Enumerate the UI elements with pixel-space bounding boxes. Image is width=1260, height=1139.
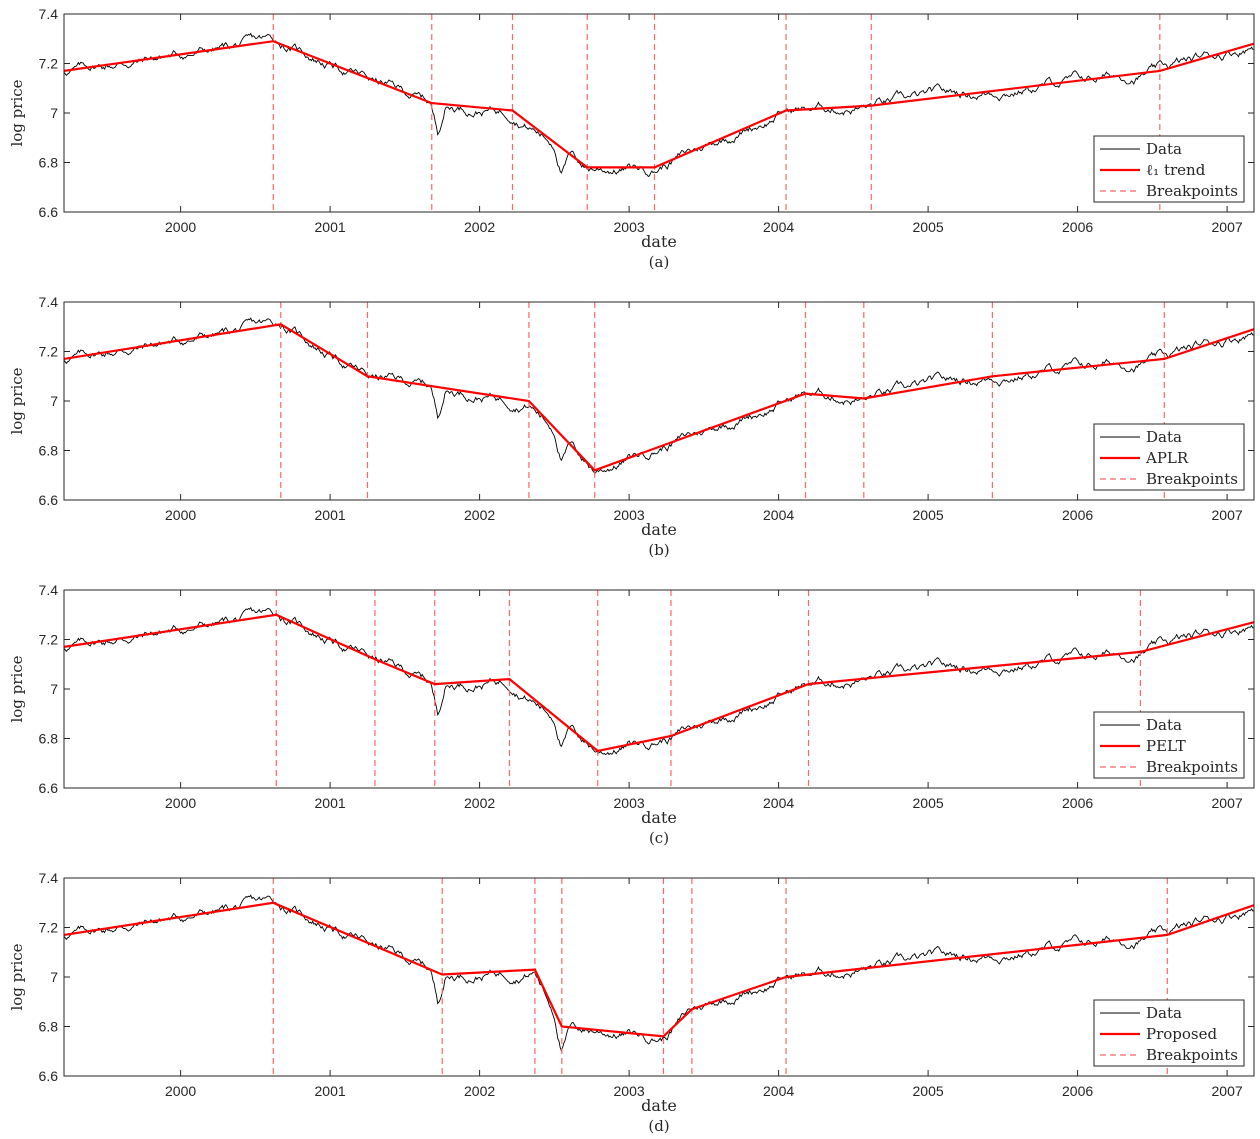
legend: Data APLR Breakpoints [1093, 423, 1245, 491]
legend: Data PELT Breakpoints [1093, 711, 1245, 779]
chart-panel-3: 6.6 6.8 7 7.2 7.4 2000 2001 2002 2003 2004 2005 200… [8, 582, 1255, 847]
x-tick-label: 2007 [1212, 219, 1243, 235]
trend-line [63, 323, 1255, 472]
y-tick-label: 7.4 [39, 870, 59, 886]
x-tick-label: 2005 [913, 507, 944, 523]
y-tick-label: 6.6 [39, 204, 59, 220]
legend-label-3: Breakpoints [1146, 470, 1238, 488]
x-tick-label: 2004 [763, 219, 794, 235]
y-tick-label: 6.8 [39, 443, 59, 459]
y-tick-label: 7.2 [39, 344, 59, 360]
y-tick-label: 7.2 [39, 56, 59, 72]
x-tick-label: 2007 [1212, 507, 1243, 523]
x-tick-label: 2001 [315, 219, 346, 235]
axes-box [63, 301, 1255, 501]
x-tick-label: 2003 [614, 795, 645, 811]
x-tick-label: 2001 [315, 1083, 346, 1099]
legend-label-2: Proposed [1146, 1025, 1218, 1043]
data-series-line [63, 894, 1255, 1052]
trend-line [63, 613, 1255, 753]
x-tick-label: 2003 [614, 507, 645, 523]
y-tick-label: 7 [50, 681, 58, 697]
trend-line [63, 40, 1255, 169]
y-tick-label: 6.8 [39, 731, 59, 747]
y-tick-label: 7.2 [39, 920, 59, 936]
legend-label-1: Data [1146, 140, 1182, 158]
x-tick-label: 2002 [464, 795, 495, 811]
y-tick-label: 7.4 [39, 582, 59, 598]
legend-label-3: Breakpoints [1146, 1046, 1238, 1064]
y-tick-label: 6.8 [39, 1019, 59, 1035]
chart-panel-2: 6.6 6.8 7 7.2 7.4 2000 2001 2002 2003 2004 2005 200… [8, 294, 1255, 559]
y-axis-label: log price [8, 655, 26, 722]
panel-label: (b) [648, 541, 669, 559]
legend-label-2: ℓ₁ trend [1146, 161, 1206, 179]
x-tick-label: 2007 [1212, 1083, 1243, 1099]
y-tick-label: 7.4 [39, 294, 59, 310]
x-tick-label: 2005 [913, 1083, 944, 1099]
y-tick-label: 7 [50, 393, 58, 409]
legend-label-2: APLR [1145, 449, 1189, 467]
x-tick-label: 2000 [165, 1083, 196, 1099]
x-tick-label: 2006 [1062, 219, 1093, 235]
y-tick-label: 7 [50, 969, 58, 985]
x-tick-label: 2006 [1062, 795, 1093, 811]
legend-label-3: Breakpoints [1146, 182, 1238, 200]
data-series-line [63, 317, 1255, 475]
legend: Data Proposed Breakpoints [1093, 999, 1245, 1067]
y-tick-label: 7.4 [39, 6, 59, 22]
y-axis-label: log price [8, 79, 26, 146]
panel-label: (c) [649, 829, 669, 847]
axes-box [63, 13, 1255, 213]
y-axis-label: log price [8, 367, 26, 434]
x-tick-label: 2005 [913, 219, 944, 235]
y-tick-label: 6.6 [39, 492, 59, 508]
x-tick-label: 2006 [1062, 1083, 1093, 1099]
x-axis-label: date [641, 232, 677, 251]
y-tick-label: 7.2 [39, 632, 59, 648]
chart-panel-1: 6.6 6.8 7 7.2 7.4 2000 2001 2002 2003 2004 2005 200… [8, 6, 1255, 271]
x-tick-label: 2004 [763, 507, 794, 523]
x-tick-label: 2005 [913, 795, 944, 811]
x-tick-label: 2006 [1062, 507, 1093, 523]
x-tick-label: 2002 [464, 1083, 495, 1099]
x-tick-label: 2003 [614, 219, 645, 235]
data-series-line [63, 606, 1255, 756]
x-tick-label: 2000 [165, 219, 196, 235]
legend-label-1: Data [1146, 1004, 1182, 1022]
y-tick-label: 6.6 [39, 780, 59, 796]
legend-label-2: PELT [1146, 737, 1186, 755]
x-tick-label: 2000 [165, 507, 196, 523]
chart-panel-4: 6.6 6.8 7 7.2 7.4 2000 2001 2002 2003 2004 2005 200… [8, 870, 1255, 1135]
legend: Data ℓ₁ trend Breakpoints [1093, 135, 1245, 203]
y-axis-label: log price [8, 943, 26, 1010]
legend-label-3: Breakpoints [1146, 758, 1238, 776]
x-tick-label: 2004 [763, 1083, 794, 1099]
x-axis-label: date [641, 1096, 677, 1115]
panel-label: (a) [649, 253, 670, 271]
trend-line [63, 901, 1255, 1038]
x-axis-label: date [641, 520, 677, 539]
x-tick-label: 2002 [464, 507, 495, 523]
x-tick-label: 2007 [1212, 795, 1243, 811]
data-series-line [63, 32, 1255, 178]
y-tick-label: 7 [50, 105, 58, 121]
x-tick-label: 2000 [165, 795, 196, 811]
y-tick-label: 6.6 [39, 1068, 59, 1084]
x-tick-label: 2004 [763, 795, 794, 811]
x-tick-label: 2003 [614, 1083, 645, 1099]
panel-label: (d) [648, 1117, 669, 1135]
x-tick-label: 2001 [315, 507, 346, 523]
x-axis-label: date [641, 808, 677, 827]
x-tick-label: 2001 [315, 795, 346, 811]
y-tick-label: 6.8 [39, 155, 59, 171]
x-tick-label: 2002 [464, 219, 495, 235]
legend-label-1: Data [1146, 428, 1182, 446]
legend-label-1: Data [1146, 716, 1182, 734]
